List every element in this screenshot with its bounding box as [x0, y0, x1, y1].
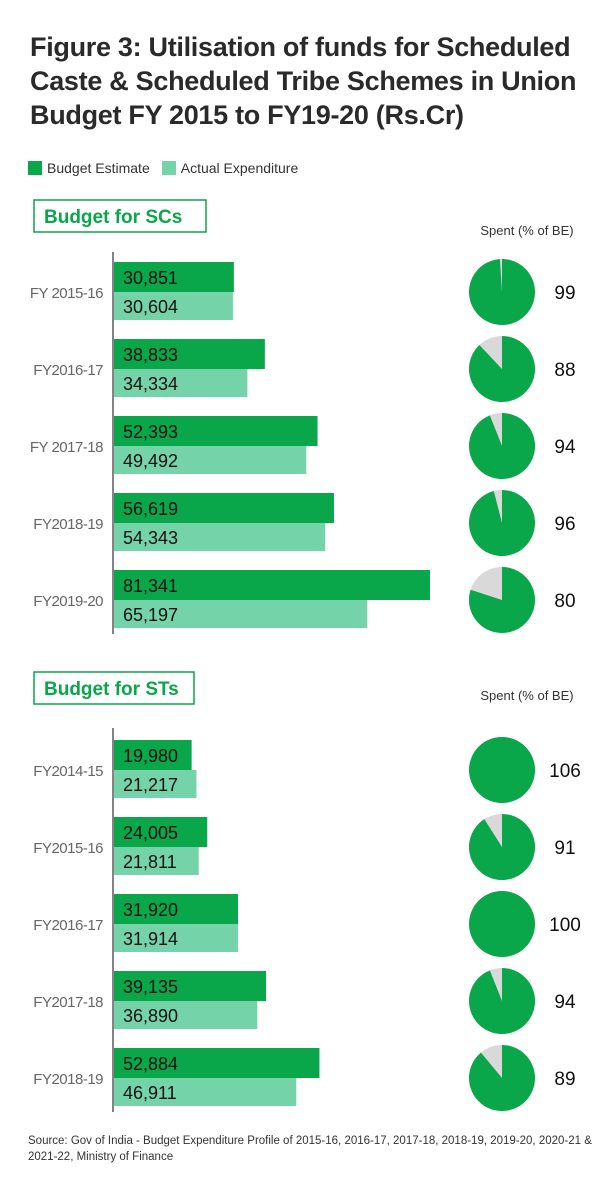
st-category-label: FY2014-15	[33, 763, 103, 780]
sc-bar-actual-expenditure	[114, 292, 233, 320]
sc-data-label-actual: 65,197	[123, 605, 178, 625]
st-data-label-budget: 31,920	[123, 900, 178, 920]
legend-item-actual-expenditure: Actual Expenditure	[161, 160, 299, 176]
st-pie-spent	[469, 737, 535, 803]
sc-bar-budget-estimate	[114, 570, 430, 600]
legend-swatch-budget-estimate	[28, 161, 42, 175]
legend-label-budget-estimate: Budget Estimate	[47, 160, 150, 176]
sc-bar-budget-estimate	[114, 416, 318, 446]
sc-category-label: FY2018-19	[33, 516, 103, 533]
st-bar-actual-expenditure	[114, 770, 197, 798]
sc-pct-label: 96	[554, 514, 575, 535]
st-data-label-budget: 39,135	[123, 977, 178, 997]
sc-data-label-actual: 30,604	[123, 297, 178, 317]
st-pct-label: 89	[554, 1069, 575, 1090]
sc-pie-spent	[469, 490, 535, 556]
st-category-label: FY2015-16	[33, 840, 103, 857]
sc-bar-actual-expenditure	[114, 446, 307, 474]
legend: Budget Estimate Actual Expenditure	[28, 158, 310, 178]
sc-data-label-actual: 54,343	[123, 528, 178, 548]
chart-title: Figure 3: Utilisation of funds for Sched…	[30, 32, 577, 130]
sc-bar-budget-estimate	[114, 339, 265, 369]
st-spent-label: Spent (% of BE)	[480, 688, 573, 703]
st-bar-budget-estimate	[114, 817, 208, 847]
sc-bar-actual-expenditure	[114, 369, 248, 397]
sc-bar-budget-estimate	[114, 262, 234, 292]
st-pct-label: 94	[554, 992, 576, 1013]
sc-category-label: FY 2017-18	[30, 439, 103, 456]
sc-pie-spent	[469, 259, 536, 325]
st-section-title: Budget for STs	[44, 679, 179, 700]
st-pie-spent	[469, 968, 536, 1034]
sc-section-box	[33, 199, 207, 233]
st-bar-budget-estimate	[114, 894, 239, 924]
st-data-label-budget: 52,884	[123, 1054, 178, 1074]
sc-data-label-budget: 38,833	[123, 345, 178, 365]
st-bar-budget-estimate	[114, 740, 192, 770]
st-data-label-budget: 19,980	[123, 746, 178, 766]
st-data-label-actual: 21,811	[123, 852, 177, 872]
st-section-box	[33, 671, 195, 705]
st-data-label-actual: 46,911	[123, 1083, 177, 1103]
sc-pct-label: 80	[554, 591, 575, 612]
st-category-label: FY2017-18	[33, 994, 103, 1011]
sc-bar-actual-expenditure	[114, 600, 368, 628]
sc-section-title: Budget for SCs	[44, 207, 182, 228]
st-pie-spent	[469, 1045, 536, 1112]
sc-data-label-budget: 81,341	[123, 576, 178, 596]
st-bar-actual-expenditure	[114, 924, 238, 952]
sc-data-label-actual: 49,492	[123, 451, 178, 471]
sc-pct-label: 94	[554, 437, 576, 458]
sc-pie-spent	[469, 567, 536, 634]
st-bar-budget-estimate	[114, 971, 267, 1001]
st-pct-label: 106	[549, 761, 581, 782]
sc-category-label: FY2019-20	[33, 593, 103, 610]
st-data-label-actual: 21,217	[123, 775, 178, 795]
st-category-label: FY2016-17	[33, 917, 103, 934]
sc-bar-budget-estimate	[114, 493, 334, 523]
sc-data-label-budget: 52,393	[123, 422, 178, 442]
legend-swatch-actual-expenditure	[161, 161, 176, 175]
st-pct-label: 91	[554, 838, 575, 859]
legend-label-actual-expenditure: Actual Expenditure	[180, 160, 299, 176]
sc-spent-label: Spent (% of BE)	[480, 223, 573, 238]
source-note: Source: Gov of India - Budget Expenditur…	[28, 1135, 592, 1163]
st-pie-spent	[469, 814, 535, 881]
sc-data-label-budget: 56,619	[123, 499, 178, 519]
legend-item-budget-estimate: Budget Estimate	[28, 160, 150, 176]
st-bar-actual-expenditure	[114, 1078, 297, 1106]
st-data-label-budget: 24,005	[123, 823, 178, 843]
st-data-label-actual: 36,890	[123, 1006, 178, 1026]
st-pct-label: 100	[549, 915, 581, 936]
sc-pie-spent	[469, 336, 536, 402]
st-data-label-actual: 31,914	[123, 929, 178, 949]
sc-category-label: FY2016-17	[33, 362, 103, 379]
sc-data-label-budget: 30,851	[123, 268, 178, 288]
st-category-label: FY2018-19	[33, 1071, 103, 1088]
sc-category-label: FY 2015-16	[30, 285, 103, 302]
sc-pie-spent	[469, 413, 535, 479]
sc-data-label-actual: 34,334	[123, 374, 178, 394]
st-bar-budget-estimate	[114, 1048, 320, 1078]
sc-pct-label: 99	[554, 283, 575, 304]
st-bar-actual-expenditure	[114, 847, 199, 875]
st-pie-spent	[469, 891, 535, 957]
sc-pct-label: 88	[554, 360, 575, 381]
st-bar-actual-expenditure	[114, 1001, 258, 1029]
sc-bar-actual-expenditure	[114, 523, 326, 551]
